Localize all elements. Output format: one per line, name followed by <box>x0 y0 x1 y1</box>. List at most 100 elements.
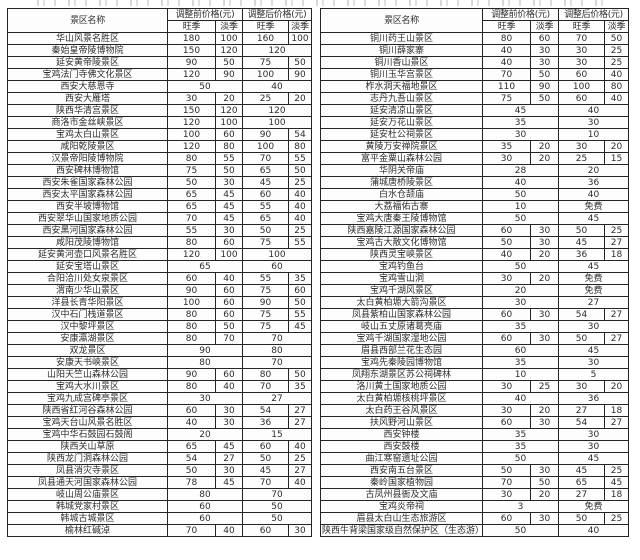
after-price-cell: 27 <box>242 392 312 405</box>
scenic-name-cell: 凤县紫柏山国家森林公园 <box>320 308 483 321</box>
before-price-cell: 60 <box>215 308 243 321</box>
price-table-left: 景区名称 调整前价格(元) 调整后价格(元) 旺季 淡季 旺季 淡季 华山风景名… <box>7 8 312 537</box>
before-price-cell: 55 <box>215 152 243 165</box>
before-price-cell: 30 <box>530 512 559 525</box>
before-price-cell: 80 <box>167 356 243 369</box>
after-price-cell: 18 <box>604 488 629 501</box>
table-row: 西安南五台景区 50 30 45 25 <box>320 464 629 477</box>
before-price-cell: 30 <box>530 416 559 429</box>
before-price-cell: 20 <box>482 284 559 297</box>
table-row: 古凤州县衙及文庙 30 20 27 18 <box>320 488 629 501</box>
after-price-cell: 45 <box>242 464 289 477</box>
col-header-after-off: 淡季 <box>604 20 629 33</box>
after-price-cell: 90 <box>242 296 289 309</box>
table-row: 西安鼓楼 35 30 <box>320 440 629 453</box>
scenic-name-cell: 榆林红碱淖 <box>7 524 168 537</box>
table-row: 西安太平国家森林公园 65 45 60 40 <box>7 188 312 201</box>
table-row: 志丹九吾山景区 75 50 60 40 <box>320 92 629 105</box>
after-price-cell: 80 <box>242 344 312 357</box>
scenic-name-cell: 陕西嘉陵江源国家森林公园 <box>320 224 483 237</box>
after-price-cell: 40 <box>558 524 629 537</box>
scenic-name-cell: 宝鸡大唐秦王陵博物馆 <box>320 212 483 225</box>
before-price-cell: 50 <box>530 68 559 81</box>
before-price-cell: 30 <box>530 224 559 237</box>
before-price-cell: 80 <box>167 320 216 333</box>
before-price-cell: 30 <box>530 332 559 345</box>
after-price-cell: 70 <box>242 152 289 165</box>
before-price-cell: 40 <box>215 524 243 537</box>
scenic-name-cell: 太白药王谷风景区 <box>320 404 483 417</box>
before-price-cell: 60 <box>530 32 559 45</box>
after-price-cell: 160 <box>242 32 289 45</box>
after-price-cell: 45 <box>558 212 629 225</box>
after-price-cell: 50 <box>604 32 629 45</box>
after-price-cell: 25 <box>604 224 629 237</box>
after-price-cell: 50 <box>288 368 312 381</box>
before-price-cell: 80 <box>167 332 216 345</box>
after-price-cell: 20 <box>604 140 629 153</box>
after-price-cell: 25 <box>604 512 629 525</box>
col-header-before-off: 淡季 <box>215 20 243 33</box>
table-row: 宝鸡天台山风景名胜区 40 30 36 27 <box>7 416 312 429</box>
before-price-cell: 60 <box>215 284 243 297</box>
scenic-name-cell: 白水仓颉庙 <box>320 188 483 201</box>
before-price-cell: 60 <box>482 308 531 321</box>
col-header-before-off: 淡季 <box>530 20 559 33</box>
before-price-cell: 54 <box>167 452 216 465</box>
after-price-cell: 25 <box>558 152 605 165</box>
after-price-cell: 100 <box>558 80 605 93</box>
after-price-cell: 27 <box>604 236 629 249</box>
before-price-cell: 50 <box>482 236 531 249</box>
table-row: 华山风景名胜区 180 100 160 100 <box>7 32 312 45</box>
scenic-name-cell: 秦始皇帝陵博物院 <box>7 44 168 57</box>
before-price-cell: 30 <box>482 128 559 141</box>
before-price-cell: 150 <box>167 44 216 57</box>
after-price-cell: 50 <box>242 452 289 465</box>
scenic-name-cell: 铜川玉华宫景区 <box>320 68 483 81</box>
before-price-cell: 80 <box>167 236 216 249</box>
before-price-cell: 78 <box>167 476 216 489</box>
before-price-cell: 60 <box>482 512 531 525</box>
table-row: 太白黄柏塬核桃坪景区 40 36 <box>320 392 629 405</box>
col-header-before-peak: 旺季 <box>482 20 531 33</box>
after-price-cell: 50 <box>558 512 605 525</box>
before-price-cell: 40 <box>215 272 243 285</box>
price-table-left-body: 华山风景名胜区 180 100 160 100 秦始皇帝陵博物院 150 120 120 延安黄帝… <box>7 32 312 537</box>
before-price-cell: 60 <box>167 404 216 417</box>
before-price-cell: 50 <box>482 464 531 477</box>
table-row: 延安宝塔山景区 65 60 <box>7 260 312 273</box>
after-price-cell: 60 <box>242 440 289 453</box>
scenic-name-cell: 眉县太白山生态旅游区 <box>320 512 483 525</box>
before-price-cell: 100 <box>167 128 216 141</box>
after-price-cell: 30 <box>558 140 605 153</box>
before-price-cell: 45 <box>215 200 243 213</box>
before-price-cell: 90 <box>167 344 243 357</box>
price-table-right: 景区名称 调整前价格(元) 调整后价格(元) 旺季 淡季 旺季 淡季 铜川药王山… <box>320 8 629 537</box>
after-price-cell: 45 <box>558 452 629 465</box>
scenic-name-cell: 汉景帝阳陵博物院 <box>7 152 168 165</box>
before-price-cell: 50 <box>167 80 243 93</box>
before-price-cell: 80 <box>167 380 216 393</box>
scenic-name-cell: 西安南五台景区 <box>320 464 483 477</box>
before-price-cell: 100 <box>167 296 216 309</box>
scenic-name-cell: 延安宝塔山景区 <box>7 260 168 273</box>
after-price-cell: 30 <box>558 116 629 129</box>
scenic-name-cell: 陕西关山草原 <box>7 440 168 453</box>
table-row: 铜川玉华宫景区 70 50 60 40 <box>320 68 629 81</box>
before-price-cell: 30 <box>530 236 559 249</box>
table-row: 陕西关山草原 65 45 60 40 <box>7 440 312 453</box>
after-price-cell: 27 <box>604 308 629 321</box>
before-price-cell: 30 <box>530 56 559 69</box>
before-price-cell: 80 <box>167 308 216 321</box>
before-price-cell: 20 <box>215 92 243 105</box>
table-row: 陕西嘉陵江源国家森林公园 60 30 50 25 <box>320 224 629 237</box>
after-price-cell: 27 <box>288 416 312 429</box>
before-price-cell: 120 <box>167 68 216 81</box>
after-price-cell: 30 <box>558 428 629 441</box>
scenic-name-cell: 蒲城唐桥陵景区 <box>320 176 483 189</box>
table-row: 铜川香山景区 40 30 30 25 <box>320 56 629 69</box>
table-row: 汉中石门栈道景区 80 60 75 55 <box>7 308 312 321</box>
col-header-after-off: 淡季 <box>288 20 312 33</box>
after-price-cell: 40 <box>604 68 629 81</box>
table-row: 咸阳茂陵博物馆 80 60 75 55 <box>7 236 312 249</box>
